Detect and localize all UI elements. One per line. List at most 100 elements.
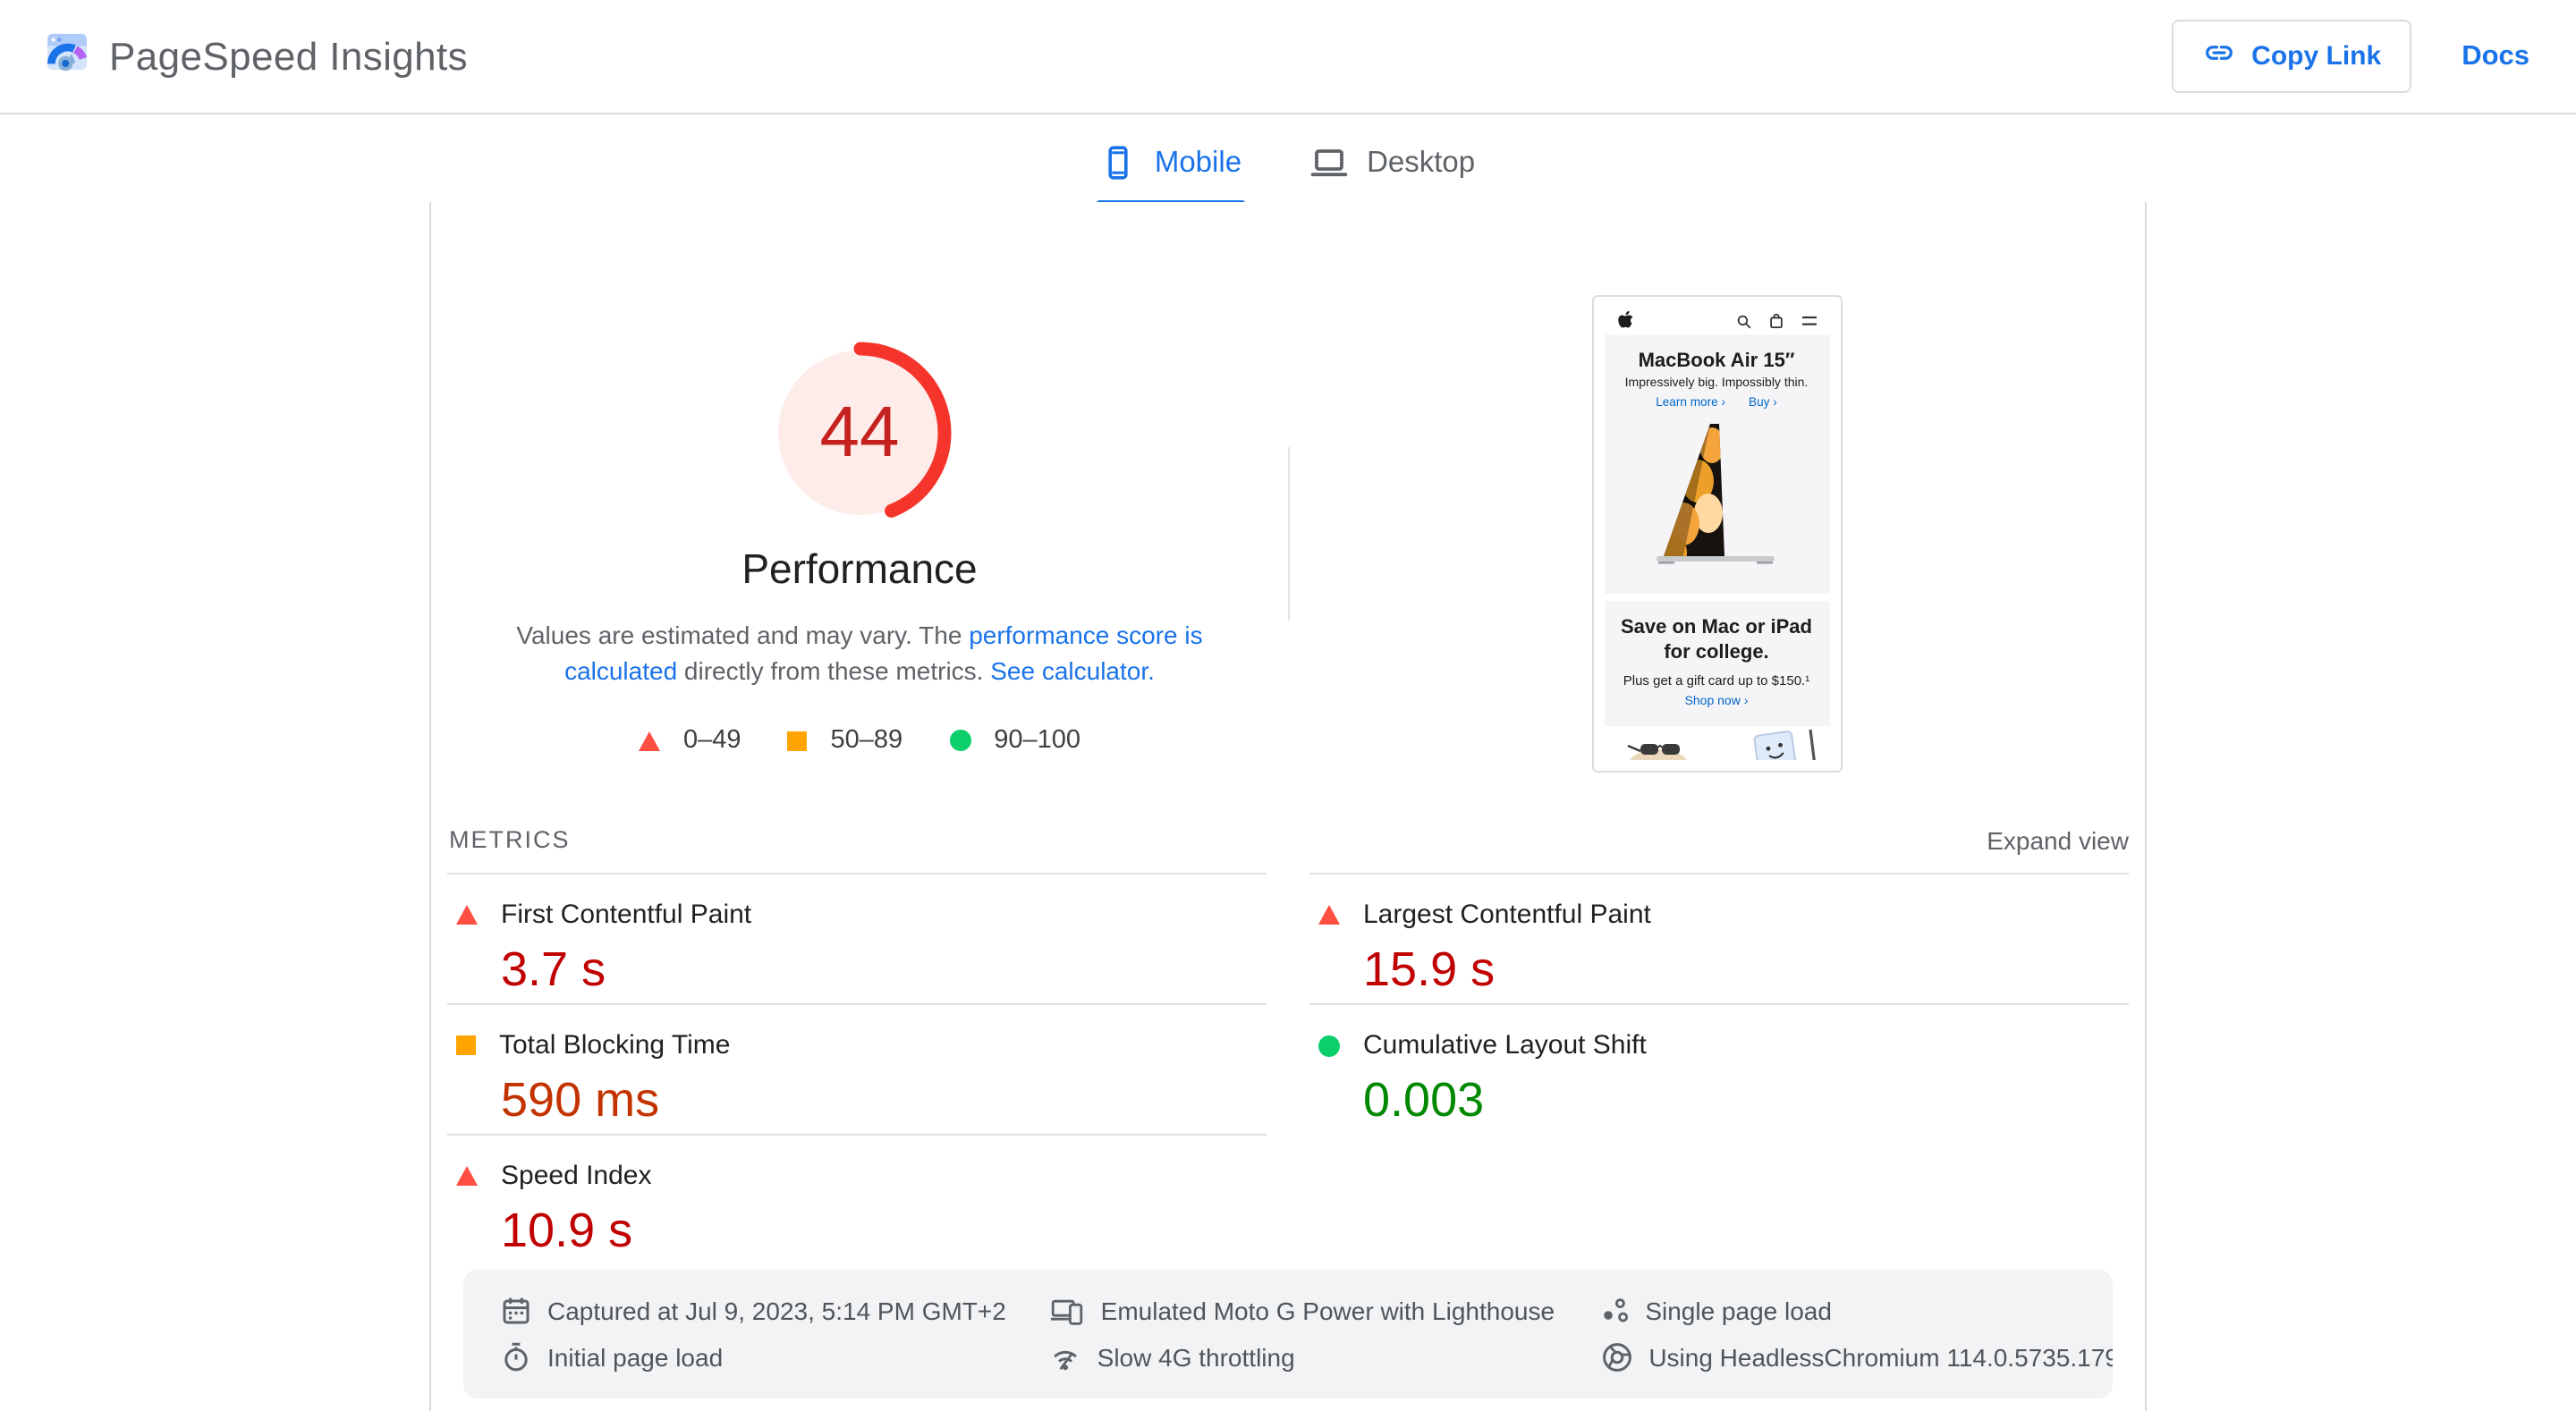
env-text[interactable]: Emulated Moto G Power with Lighthouse 10…: [1100, 1293, 1563, 1329]
screenshot-hero-section: MacBook Air 15″ Impressively big. Imposs…: [1604, 334, 1829, 594]
performance-gauge: 44: [767, 340, 953, 526]
environment-bar: Captured at Jul 9, 2023, 5:14 PM GMT+2 E…: [463, 1270, 2113, 1398]
screenshot-nav-icons: [1736, 313, 1817, 329]
env-captured-at: Captured at Jul 9, 2023, 5:14 PM GMT+2: [463, 1293, 1013, 1329]
metrics-grid: First Contentful Paint 3.7 s Total Block…: [447, 873, 2129, 1264]
screenshot-content: MacBook Air 15″ Impressively big. Imposs…: [1604, 308, 1829, 760]
metric-total-blocking-time: Total Blocking Time 590 ms: [447, 1003, 1267, 1134]
env-text[interactable]: Using HeadlessChromium 114.0.5735.179 wi…: [1648, 1339, 2113, 1375]
metric-value: 0.003: [1363, 1073, 1485, 1127]
metrics-column-left: First Contentful Paint 3.7 s Total Block…: [447, 873, 1267, 1264]
copy-link-button[interactable]: Copy Link: [2171, 20, 2412, 93]
expand-view-link[interactable]: Expand view: [1987, 826, 2129, 855]
metric-first-contentful-paint: First Contentful Paint 3.7 s: [447, 873, 1267, 1003]
column-divider: [1288, 447, 1290, 621]
metric-value: 10.9 s: [501, 1204, 633, 1257]
performance-score: 44: [819, 393, 900, 471]
legend-item-average: 50–89: [787, 726, 902, 755]
bag-icon: [1769, 313, 1782, 328]
tab-mobile-label: Mobile: [1154, 146, 1242, 178]
note-text-2: directly from these metrics.: [677, 656, 991, 685]
score-legend: 0–49 50–89 90–100: [639, 726, 1080, 755]
legend-item-poor: 0–49: [639, 726, 741, 755]
chromium-icon: [1602, 1343, 1631, 1372]
env-text[interactable]: Single page load: [1645, 1293, 1832, 1329]
poor-triangle-icon: [456, 905, 478, 925]
page-load-icon: [1603, 1298, 1628, 1322]
screenshot-promo-subtitle: Plus get a gift card up to $150.¹: [1623, 672, 1810, 689]
see-calculator-link[interactable]: See calculator.: [990, 656, 1155, 685]
metric-value: 15.9 s: [1363, 942, 1496, 996]
metric-label: Cumulative Layout Shift: [1363, 1030, 1647, 1060]
page-screenshot-column: MacBook Air 15″ Impressively big. Imposs…: [1288, 202, 2145, 826]
legend-item-good: 90–100: [949, 726, 1080, 755]
metric-value: 3.7 s: [501, 942, 606, 996]
macbook-image: [1656, 424, 1774, 564]
metric-value: 590 ms: [501, 1073, 660, 1127]
copy-link-label: Copy Link: [2251, 41, 2382, 72]
desktop-laptop-icon: [1309, 145, 1349, 181]
env-emulated-device: Emulated Moto G Power with Lighthouse 10…: [1013, 1293, 1563, 1329]
metrics-section: METRICS Expand view First Contentful Pai…: [431, 826, 2145, 1398]
throttling-icon: [1054, 1349, 1078, 1370]
performance-score-calc-link[interactable]: performance score is calculated: [564, 621, 1203, 685]
buy-link: Buy ›: [1749, 397, 1777, 410]
performance-title: Performance: [741, 545, 978, 592]
brand[interactable]: PageSpeed Insights: [47, 32, 468, 80]
metric-label: Speed Index: [501, 1161, 652, 1191]
screenshot-illustration: [1604, 726, 1829, 760]
poor-triangle-icon: [639, 731, 660, 750]
tab-desktop-label: Desktop: [1367, 146, 1476, 178]
metrics-column-right: Largest Contentful Paint 15.9 s Cumulati…: [1309, 873, 2129, 1264]
env-text[interactable]: Slow 4G throttling: [1097, 1339, 1295, 1375]
top-bar-actions: Copy Link Docs: [2171, 20, 2529, 93]
metrics-heading: METRICS: [449, 826, 571, 853]
metric-label: First Contentful Paint: [501, 900, 752, 930]
tab-mobile[interactable]: Mobile: [1097, 141, 1245, 206]
performance-gauge-column: 44 Performance Values are estimated and …: [431, 202, 1288, 826]
app-title: PageSpeed Insights: [109, 33, 469, 78]
top-bar: PageSpeed Insights Copy Link Docs: [0, 0, 2576, 114]
legend-range-label: 0–49: [683, 726, 741, 755]
note-text: Values are estimated and may vary. The: [516, 621, 970, 649]
page-screenshot-thumbnail[interactable]: MacBook Air 15″ Impressively big. Imposs…: [1591, 295, 1842, 773]
env-text: Captured at Jul 9, 2023, 5:14 PM GMT+2: [547, 1297, 1006, 1325]
emulated-device-icon: [1051, 1298, 1083, 1324]
mobile-phone-icon: [1101, 145, 1137, 181]
metric-speed-index: Speed Index 10.9 s: [447, 1134, 1267, 1264]
metrics-header: METRICS Expand view: [447, 826, 2129, 873]
good-circle-icon: [949, 730, 971, 751]
screenshot-section-gap: [1604, 594, 1829, 601]
calendar-icon: [503, 1297, 530, 1324]
link-icon: [2201, 36, 2235, 77]
search-icon: [1736, 314, 1750, 328]
poor-triangle-icon: [456, 1166, 478, 1186]
metric-cumulative-layout-shift: Cumulative Layout Shift 0.003: [1309, 1003, 2129, 1134]
menu-icon: [1801, 316, 1816, 325]
screenshot-hero-title: MacBook Air 15″: [1638, 351, 1795, 372]
good-circle-icon: [1318, 1035, 1340, 1056]
average-square-icon: [787, 731, 808, 750]
metric-largest-contentful-paint: Largest Contentful Paint 15.9 s: [1309, 873, 2129, 1003]
shop-now-link: Shop now ›: [1684, 695, 1749, 708]
env-text: Initial page load: [547, 1343, 724, 1372]
report-panel: 44 Performance Values are estimated and …: [429, 202, 2147, 1411]
score-section: 44 Performance Values are estimated and …: [431, 202, 2145, 826]
env-single-page-load: Single page load: [1563, 1293, 2113, 1329]
screenshot-promo-title: Save on Mac or iPad for college.: [1621, 617, 1812, 664]
performance-note: Values are estimated and may vary. The p…: [498, 617, 1221, 689]
poor-triangle-icon: [1318, 905, 1340, 925]
docs-link[interactable]: Docs: [2462, 40, 2529, 71]
screenshot-hero-subtitle: Impressively big. Impossibly thin.: [1624, 377, 1809, 390]
metric-label: Largest Contentful Paint: [1363, 900, 1651, 930]
screenshot-promo-section: Save on Mac or iPad for college. Plus ge…: [1604, 601, 1829, 726]
env-browser: Using HeadlessChromium 114.0.5735.179 wi…: [1563, 1339, 2113, 1375]
learn-more-link: Learn more ›: [1656, 397, 1726, 410]
legend-range-label: 90–100: [994, 726, 1080, 755]
metric-label: Total Blocking Time: [499, 1030, 731, 1060]
form-factor-tabs: Mobile Desktop: [0, 114, 2576, 206]
env-throttling: Slow 4G throttling: [1013, 1339, 1563, 1375]
screenshot-nav-bar: [1604, 308, 1829, 334]
tab-desktop[interactable]: Desktop: [1306, 141, 1479, 206]
